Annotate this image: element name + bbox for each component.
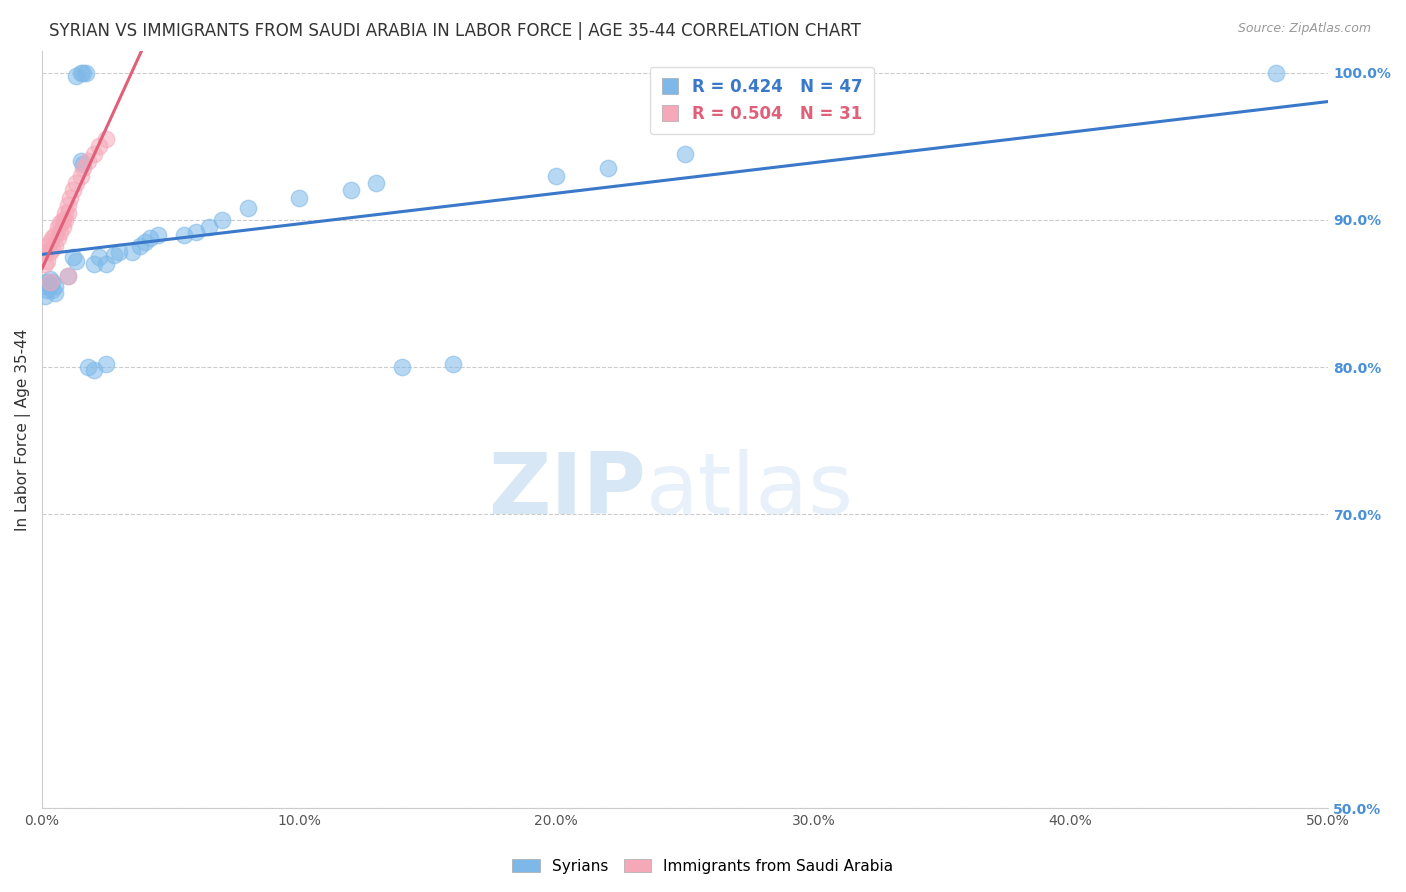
Point xyxy=(38,245,60,260)
Point xyxy=(56,205,79,219)
Point xyxy=(139,230,162,244)
Point xyxy=(96,357,118,371)
Point xyxy=(38,235,60,249)
Point xyxy=(38,271,60,285)
Point xyxy=(46,220,69,235)
Point xyxy=(44,239,66,253)
Point xyxy=(49,216,72,230)
Point xyxy=(366,176,388,190)
Point xyxy=(1265,66,1288,80)
Point xyxy=(34,289,56,303)
Text: Source: ZipAtlas.com: Source: ZipAtlas.com xyxy=(1237,22,1371,36)
Point xyxy=(83,363,105,377)
Point xyxy=(146,227,169,242)
Text: ZIP: ZIP xyxy=(488,449,647,532)
Point xyxy=(391,359,413,374)
Point xyxy=(44,227,66,242)
Point xyxy=(56,198,79,212)
Point xyxy=(59,191,82,205)
Point xyxy=(596,161,619,176)
Point xyxy=(37,239,59,253)
Point xyxy=(37,284,59,298)
Point xyxy=(37,254,59,268)
Point xyxy=(52,212,75,227)
Point xyxy=(108,245,131,260)
Point xyxy=(77,359,100,374)
Point xyxy=(443,357,465,371)
Point xyxy=(69,154,91,169)
Point xyxy=(49,225,72,239)
Point xyxy=(65,176,87,190)
Point xyxy=(44,286,66,301)
Point xyxy=(53,212,76,227)
Legend: R = 0.424   N = 47, R = 0.504   N = 31: R = 0.424 N = 47, R = 0.504 N = 31 xyxy=(650,67,875,135)
Point xyxy=(72,157,94,171)
Point xyxy=(211,212,233,227)
Point xyxy=(34,279,56,293)
Point xyxy=(53,205,76,219)
Point xyxy=(173,227,195,242)
Point xyxy=(96,257,118,271)
Point xyxy=(34,257,56,271)
Point xyxy=(56,268,79,283)
Point xyxy=(44,279,66,293)
Point xyxy=(96,132,118,146)
Point xyxy=(87,250,110,264)
Point xyxy=(72,66,94,80)
Point xyxy=(103,248,125,262)
Point xyxy=(83,146,105,161)
Point xyxy=(134,235,156,249)
Point xyxy=(41,242,63,256)
Point xyxy=(236,201,259,215)
Point xyxy=(339,184,361,198)
Point xyxy=(41,275,63,289)
Point xyxy=(46,230,69,244)
Point xyxy=(56,268,79,283)
Y-axis label: In Labor Force | Age 35-44: In Labor Force | Age 35-44 xyxy=(15,328,31,531)
Point xyxy=(77,154,100,169)
Point xyxy=(38,279,60,293)
Legend: Syrians, Immigrants from Saudi Arabia: Syrians, Immigrants from Saudi Arabia xyxy=(506,853,900,880)
Point xyxy=(87,139,110,153)
Point xyxy=(72,161,94,176)
Point xyxy=(62,184,84,198)
Point xyxy=(65,69,87,83)
Point xyxy=(121,245,143,260)
Point xyxy=(62,250,84,264)
Point xyxy=(128,239,150,253)
Point xyxy=(34,245,56,260)
Point xyxy=(41,230,63,244)
Point xyxy=(546,169,568,183)
Point xyxy=(37,275,59,289)
Point xyxy=(673,146,696,161)
Point xyxy=(75,66,97,80)
Point xyxy=(69,66,91,80)
Point xyxy=(41,284,63,298)
Text: atlas: atlas xyxy=(647,449,855,532)
Point xyxy=(38,275,60,289)
Point xyxy=(83,257,105,271)
Point xyxy=(69,169,91,183)
Point xyxy=(65,254,87,268)
Point xyxy=(186,225,208,239)
Point xyxy=(288,191,311,205)
Point xyxy=(198,220,221,235)
Text: SYRIAN VS IMMIGRANTS FROM SAUDI ARABIA IN LABOR FORCE | AGE 35-44 CORRELATION CH: SYRIAN VS IMMIGRANTS FROM SAUDI ARABIA I… xyxy=(49,22,860,40)
Point xyxy=(52,220,75,235)
